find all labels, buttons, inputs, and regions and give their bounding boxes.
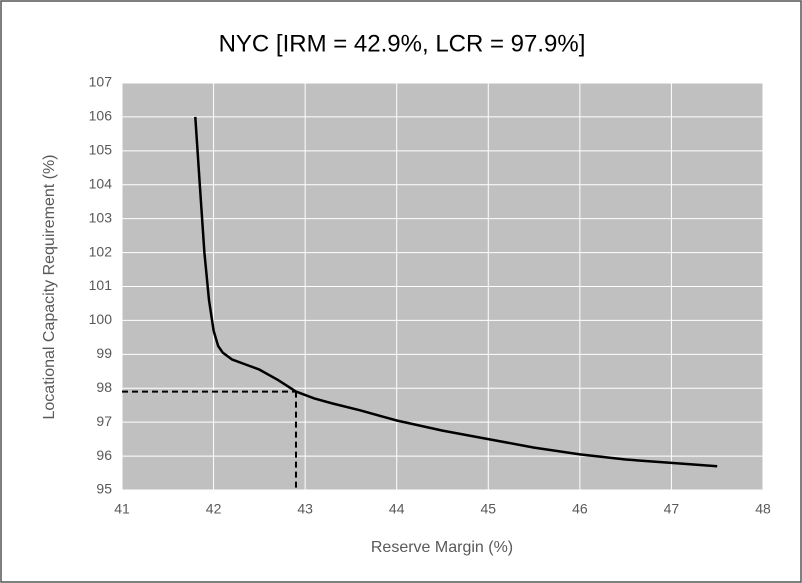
y-tick-label: 103 <box>89 209 113 225</box>
y-tick-label: 101 <box>89 277 113 293</box>
y-tick-label: 106 <box>89 108 113 124</box>
line <box>194 116 718 468</box>
x-tick-label: 47 <box>664 501 680 517</box>
y-tick-label: 97 <box>96 413 112 429</box>
y-tick-label: 105 <box>89 142 113 158</box>
y-tick-label: 107 <box>89 74 113 90</box>
y-tick-label: 100 <box>89 311 113 327</box>
y-tick-label: 98 <box>96 379 112 395</box>
x-tick-label: 41 <box>114 501 130 517</box>
x-tick-label: 43 <box>297 501 313 517</box>
y-tick-label: 96 <box>96 447 112 463</box>
chart-title: NYC [IRM = 42.9%, LCR = 97.9%] <box>219 30 586 57</box>
x-tick-label: 42 <box>206 501 222 517</box>
y-tick-label: 95 <box>96 481 112 497</box>
y-tick-label: 104 <box>89 175 113 191</box>
x-tick-label: 44 <box>389 501 405 517</box>
x-axis-label: Reserve Margin (%) <box>371 539 513 556</box>
y-tick-label: 102 <box>89 243 113 259</box>
y-tick-label: 99 <box>96 345 112 361</box>
x-tick-label: 46 <box>572 501 588 517</box>
x-tick-label: 45 <box>480 501 496 517</box>
x-tick-label: 48 <box>755 501 771 517</box>
y-axis-label: Locational Capacity Requirement (%) <box>41 154 58 419</box>
